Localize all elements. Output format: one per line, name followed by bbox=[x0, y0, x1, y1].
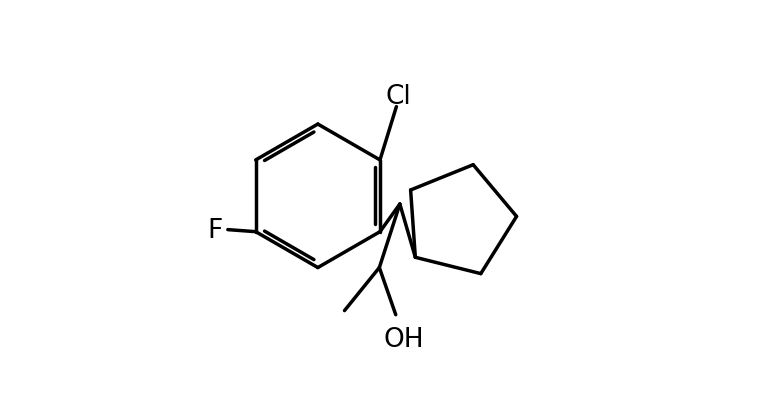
Text: Cl: Cl bbox=[386, 84, 411, 110]
Text: OH: OH bbox=[384, 326, 424, 352]
Text: F: F bbox=[207, 217, 222, 243]
